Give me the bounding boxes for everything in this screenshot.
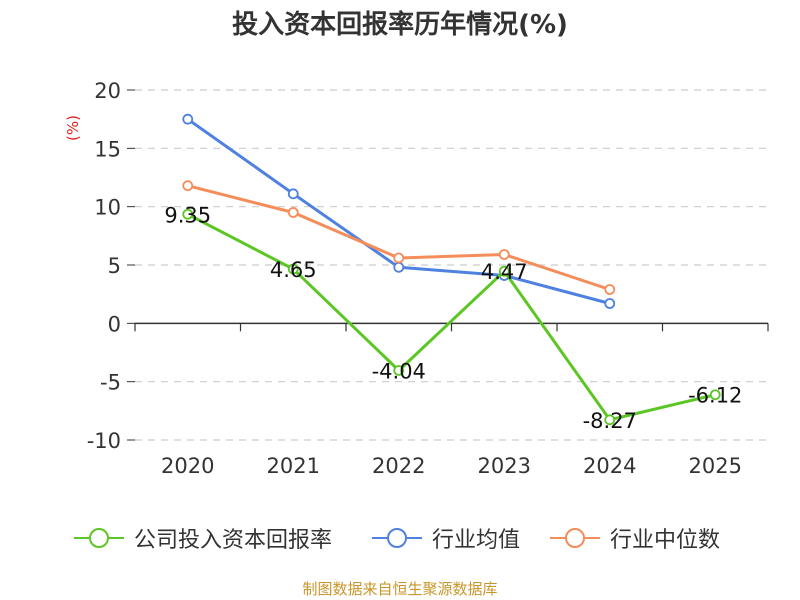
y-tick-label: -5 — [100, 371, 121, 395]
y-tick-label: -10 — [87, 429, 121, 453]
data-label: -6.12 — [688, 384, 742, 408]
axes: -10 -5 0 5 10 15 20 (%) 2020 2021 2022 2023 2024 2025 — [64, 79, 769, 478]
legend-label-company: 公司投入资本回报率 — [134, 528, 333, 553]
legend-item-company[interactable]: 公司投入资本回报率 — [72, 520, 332, 556]
legend-marker-industry-median-icon — [550, 528, 600, 548]
source-note: 制图数据来自恒生聚源数据库 — [302, 580, 498, 598]
series-lines — [182, 113, 721, 426]
y-tick-label: 5 — [108, 254, 121, 278]
legend-item-industry-avg[interactable]: 行业均值 — [370, 520, 520, 556]
legend-label-industry-median: 行业中位数 — [610, 528, 721, 553]
data-point-2-3 — [498, 249, 510, 260]
y-tick-label: 15 — [94, 137, 121, 161]
series-line-2 — [187, 184, 611, 291]
series-line-1 — [186, 117, 611, 305]
legend-marker-industry-avg-icon — [372, 528, 422, 548]
x-tick-label: 2022 — [372, 454, 425, 478]
legend-label-industry-avg: 行业均值 — [432, 528, 521, 553]
legend-circle-industry-avg — [387, 528, 407, 548]
y-tick-label: 10 — [94, 196, 121, 220]
data-point-1-0 — [182, 113, 194, 125]
legend-item-industry-median[interactable]: 行业中位数 — [548, 520, 720, 556]
data-point-2-1 — [287, 207, 299, 218]
grid-lines — [135, 89, 768, 441]
data-label: 4.65 — [270, 258, 317, 282]
x-tick-label: 2023 — [478, 454, 531, 478]
y-axis-label: (%) — [64, 115, 82, 141]
data-point-0-0 — [182, 208, 194, 220]
legend-marker-company-icon — [74, 528, 124, 548]
data-point-1-2 — [393, 261, 405, 273]
chart-title: 投入资本回报率历年情况(%) — [232, 10, 568, 40]
data-label: 4.47 — [481, 260, 528, 284]
data-point-0-4 — [604, 414, 616, 426]
data-label: -8.27 — [583, 409, 637, 433]
data-labels: 9.35 4.65 -4.04 4.47 -8.27 -6.12 — [164, 203, 742, 433]
x-tick-label: 2021 — [267, 454, 320, 478]
data-point-2-0 — [182, 180, 194, 192]
data-point-0-5 — [709, 389, 721, 401]
y-tick-label: 0 — [108, 312, 121, 336]
data-point-1-1 — [287, 188, 299, 200]
data-point-2-2 — [393, 252, 405, 264]
data-point-0-1 — [287, 263, 299, 275]
data-point-0-3 — [498, 265, 510, 277]
data-point-2-4 — [604, 284, 616, 295]
data-label: -4.04 — [372, 359, 426, 383]
y-tick-label: 20 — [94, 79, 121, 103]
data-point-1-4 — [604, 298, 616, 309]
legend-circle-industry-median — [565, 528, 585, 548]
x-tick-label: 2025 — [689, 454, 742, 478]
legend: 公司投入资本回报率 行业均值 行业中位数 — [0, 520, 800, 556]
x-tick-label: 2020 — [161, 454, 214, 478]
x-tick-label: 2024 — [583, 454, 636, 478]
data-point-0-2 — [393, 365, 405, 376]
data-label: 9.35 — [164, 203, 211, 227]
legend-circle-company — [89, 528, 109, 548]
series-line-0 — [187, 212, 716, 422]
